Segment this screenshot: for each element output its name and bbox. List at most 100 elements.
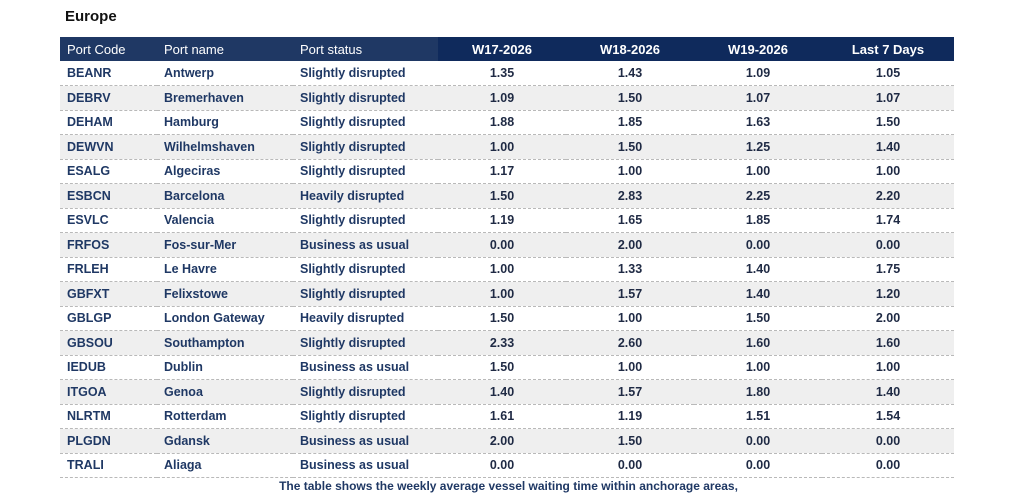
last-7-days-value-cell: 0.00 (822, 453, 954, 478)
last-7-days-value-cell: 1.00 (822, 159, 954, 184)
port-status-cell: Heavily disrupted (293, 183, 438, 209)
port-status-cell: Slightly disrupted (293, 208, 438, 233)
w17-value-cell: 1.61 (438, 404, 566, 429)
column-header-port-code: Port Code (60, 37, 157, 61)
w17-value-cell: 0.00 (438, 453, 566, 478)
port-name-cell: Wilhelmshaven (157, 134, 293, 160)
last-7-days-value-cell: 1.50 (822, 110, 954, 135)
column-header-port-status: Port status (293, 37, 438, 61)
w18-value-cell: 1.65 (566, 208, 694, 233)
w17-value-cell: 2.00 (438, 428, 566, 454)
table-row: GBLGP London Gateway Heavily disrupted 1.50… (60, 306, 954, 331)
table-row: DEWVN Wilhelmshaven Slightly disrupted 1.00… (60, 134, 954, 160)
port-name-cell: Le Havre (157, 257, 293, 282)
port-status-cell: Slightly disrupted (293, 281, 438, 307)
w18-value-cell: 2.60 (566, 330, 694, 356)
last-7-days-value-cell: 1.40 (822, 379, 954, 405)
w18-value-cell: 1.33 (566, 257, 694, 282)
w17-value-cell: 1.40 (438, 379, 566, 405)
port-name-cell: Dublin (157, 355, 293, 380)
port-status-cell: Slightly disrupted (293, 85, 438, 111)
last-7-days-value-cell: 1.20 (822, 281, 954, 307)
table-row: GBFXT Felixstowe Slightly disrupted 1.00 1.5… (60, 281, 954, 307)
w19-value-cell: 1.63 (694, 110, 822, 135)
port-name-cell: Gdansk (157, 428, 293, 454)
w18-value-cell: 1.57 (566, 379, 694, 405)
table-row: NLRTM Rotterdam Slightly disrupted 1.61 1.19… (60, 404, 954, 429)
port-status-cell: Slightly disrupted (293, 257, 438, 282)
table-row: DEBRV Bremerhaven Slightly disrupted 1.09 1.… (60, 85, 954, 111)
table-row: PLGDN Gdansk Business as usual 2.00 1.50 0.00… (60, 428, 954, 454)
w19-value-cell: 1.40 (694, 281, 822, 307)
w19-value-cell: 1.80 (694, 379, 822, 405)
w17-value-cell: 2.33 (438, 330, 566, 356)
w19-value-cell: 0.00 (694, 232, 822, 258)
port-status-cell: Slightly disrupted (293, 379, 438, 405)
port-name-cell: Barcelona (157, 183, 293, 209)
w19-value-cell: 0.00 (694, 453, 822, 478)
last-7-days-value-cell: 2.00 (822, 306, 954, 331)
table-row: ESALG Algeciras Slightly disrupted 1.17 1.00… (60, 159, 954, 184)
port-code-cell: NLRTM (60, 404, 157, 429)
w18-value-cell: 1.00 (566, 306, 694, 331)
port-status-cell: Business as usual (293, 428, 438, 454)
w17-value-cell: 1.19 (438, 208, 566, 233)
table-row: BEANR Antwerp Slightly disrupted 1.35 1.43 1.… (60, 61, 954, 86)
port-code-cell: DEWVN (60, 134, 157, 160)
last-7-days-value-cell: 1.00 (822, 355, 954, 380)
table-caption: The table shows the weekly average vesse… (279, 479, 738, 493)
w18-value-cell: 1.00 (566, 159, 694, 184)
port-code-cell: GBFXT (60, 281, 157, 307)
region-title: Europe (65, 8, 117, 25)
port-name-cell: Bremerhaven (157, 85, 293, 111)
last-7-days-value-cell: 1.74 (822, 208, 954, 233)
last-7-days-value-cell: 1.40 (822, 134, 954, 160)
w19-value-cell: 1.25 (694, 134, 822, 160)
table-row: IEDUB Dublin Business as usual 1.50 1.00 1.00… (60, 355, 954, 380)
w19-value-cell: 2.25 (694, 183, 822, 209)
last-7-days-value-cell: 0.00 (822, 428, 954, 454)
port-status-cell: Business as usual (293, 453, 438, 478)
w18-value-cell: 1.57 (566, 281, 694, 307)
column-header-w17: W17-2026 (438, 37, 566, 61)
port-name-cell: Valencia (157, 208, 293, 233)
last-7-days-value-cell: 2.20 (822, 183, 954, 209)
w17-value-cell: 1.09 (438, 85, 566, 111)
port-name-cell: Genoa (157, 379, 293, 405)
port-code-cell: FRLEH (60, 257, 157, 282)
port-code-cell: GBSOU (60, 330, 157, 356)
w19-value-cell: 1.07 (694, 85, 822, 111)
port-name-cell: Aliaga (157, 453, 293, 478)
port-code-cell: IEDUB (60, 355, 157, 380)
port-waiting-time-table: Port Code Port name Port status W17-2026… (60, 37, 954, 478)
w17-value-cell: 1.88 (438, 110, 566, 135)
w18-value-cell: 1.50 (566, 85, 694, 111)
table-row: ITGOA Genoa Slightly disrupted 1.40 1.57 1.80… (60, 379, 954, 405)
w17-value-cell: 0.00 (438, 232, 566, 258)
table-row: ESBCN Barcelona Heavily disrupted 1.50 2.83 2… (60, 183, 954, 209)
port-name-cell: Felixstowe (157, 281, 293, 307)
last-7-days-value-cell: 1.05 (822, 61, 954, 86)
column-header-w19: W19-2026 (694, 37, 822, 61)
port-name-cell: Hamburg (157, 110, 293, 135)
w18-value-cell: 1.50 (566, 134, 694, 160)
w19-value-cell: 1.50 (694, 306, 822, 331)
port-code-cell: FRFOS (60, 232, 157, 258)
last-7-days-value-cell: 1.75 (822, 257, 954, 282)
port-code-cell: PLGDN (60, 428, 157, 454)
w18-value-cell: 0.00 (566, 453, 694, 478)
w17-value-cell: 1.17 (438, 159, 566, 184)
last-7-days-value-cell: 1.60 (822, 330, 954, 356)
w19-value-cell: 1.85 (694, 208, 822, 233)
port-status-cell: Heavily disrupted (293, 306, 438, 331)
table-row: FRFOS Fos-sur-Mer Business as usual 0.00 2.0… (60, 232, 954, 258)
port-code-cell: DEBRV (60, 85, 157, 111)
port-code-cell: ESBCN (60, 183, 157, 209)
last-7-days-value-cell: 1.07 (822, 85, 954, 111)
w17-value-cell: 1.50 (438, 355, 566, 380)
port-status-cell: Slightly disrupted (293, 110, 438, 135)
port-status-cell: Slightly disrupted (293, 61, 438, 86)
w17-value-cell: 1.00 (438, 134, 566, 160)
port-name-cell: Fos-sur-Mer (157, 232, 293, 258)
column-header-w18: W18-2026 (566, 37, 694, 61)
